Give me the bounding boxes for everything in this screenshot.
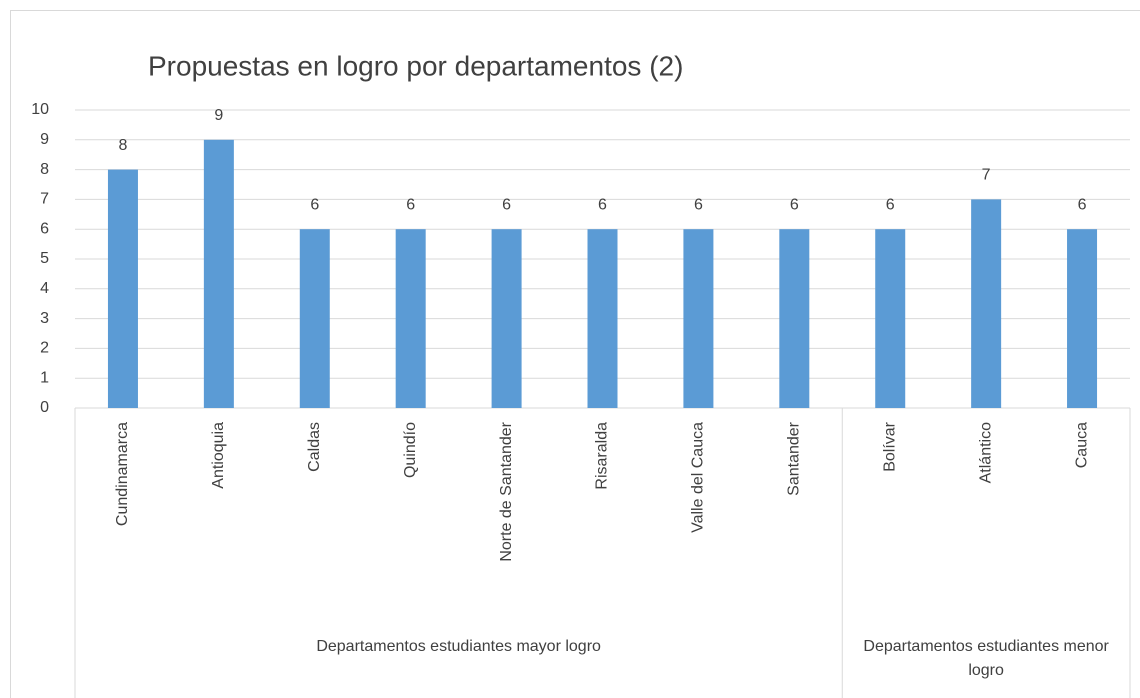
y-tick-label: 7 (40, 191, 49, 208)
data-label: 8 (119, 137, 128, 154)
bar (299, 229, 330, 408)
chart-border (10, 10, 1140, 698)
x-tick-label: Cundinamarca (114, 422, 131, 526)
data-label: 6 (1078, 196, 1087, 213)
bar (971, 199, 1002, 408)
data-label: 9 (214, 107, 223, 124)
y-tick-label: 1 (40, 369, 49, 386)
y-tick-label: 9 (40, 131, 49, 148)
bar (779, 229, 810, 408)
data-label: 6 (886, 196, 895, 213)
data-label: 6 (406, 196, 415, 213)
x-tick-label: Antioquia (210, 422, 227, 489)
bar (587, 229, 618, 408)
y-tick-label: 2 (40, 340, 49, 357)
y-tick-label: 6 (40, 220, 49, 237)
y-tick-label: 4 (40, 280, 49, 297)
x-tick-label: Norte de Santander (498, 421, 515, 561)
x-tick-label: Cauca (1073, 422, 1090, 468)
bar (491, 229, 522, 408)
y-tick-label: 8 (40, 161, 49, 178)
x-tick-label: Santander (786, 421, 803, 496)
group-label: Departamentos estudiantes menor logro (863, 638, 1109, 679)
bar (875, 229, 906, 408)
bar (1067, 229, 1098, 408)
y-tick-label: 10 (31, 101, 49, 118)
bar (203, 139, 234, 409)
x-tick-label: Bolívar (881, 421, 898, 471)
y-tick-label: 5 (40, 250, 49, 267)
x-tick-label: Caldas (306, 422, 323, 472)
x-tick-label: Valle del Cauca (690, 422, 707, 533)
data-label: 6 (694, 196, 703, 213)
data-label: 6 (310, 196, 319, 213)
x-tick-label: Quindío (402, 422, 419, 478)
data-label: 6 (502, 196, 511, 213)
y-tick-label: 3 (40, 310, 49, 327)
group-label: Departamentos estudiantes mayor logro (316, 638, 601, 655)
y-tick-label: 0 (40, 399, 49, 416)
x-tick-label: Risaralda (594, 422, 611, 490)
x-tick-label: Atlántico (977, 422, 994, 483)
data-label: 6 (790, 196, 799, 213)
bar (107, 169, 138, 408)
data-label: 6 (598, 196, 607, 213)
bar (395, 229, 426, 408)
data-label: 7 (982, 167, 991, 184)
chart-title: Propuestas en logro por departamentos (2… (148, 50, 683, 81)
bar (683, 229, 714, 408)
